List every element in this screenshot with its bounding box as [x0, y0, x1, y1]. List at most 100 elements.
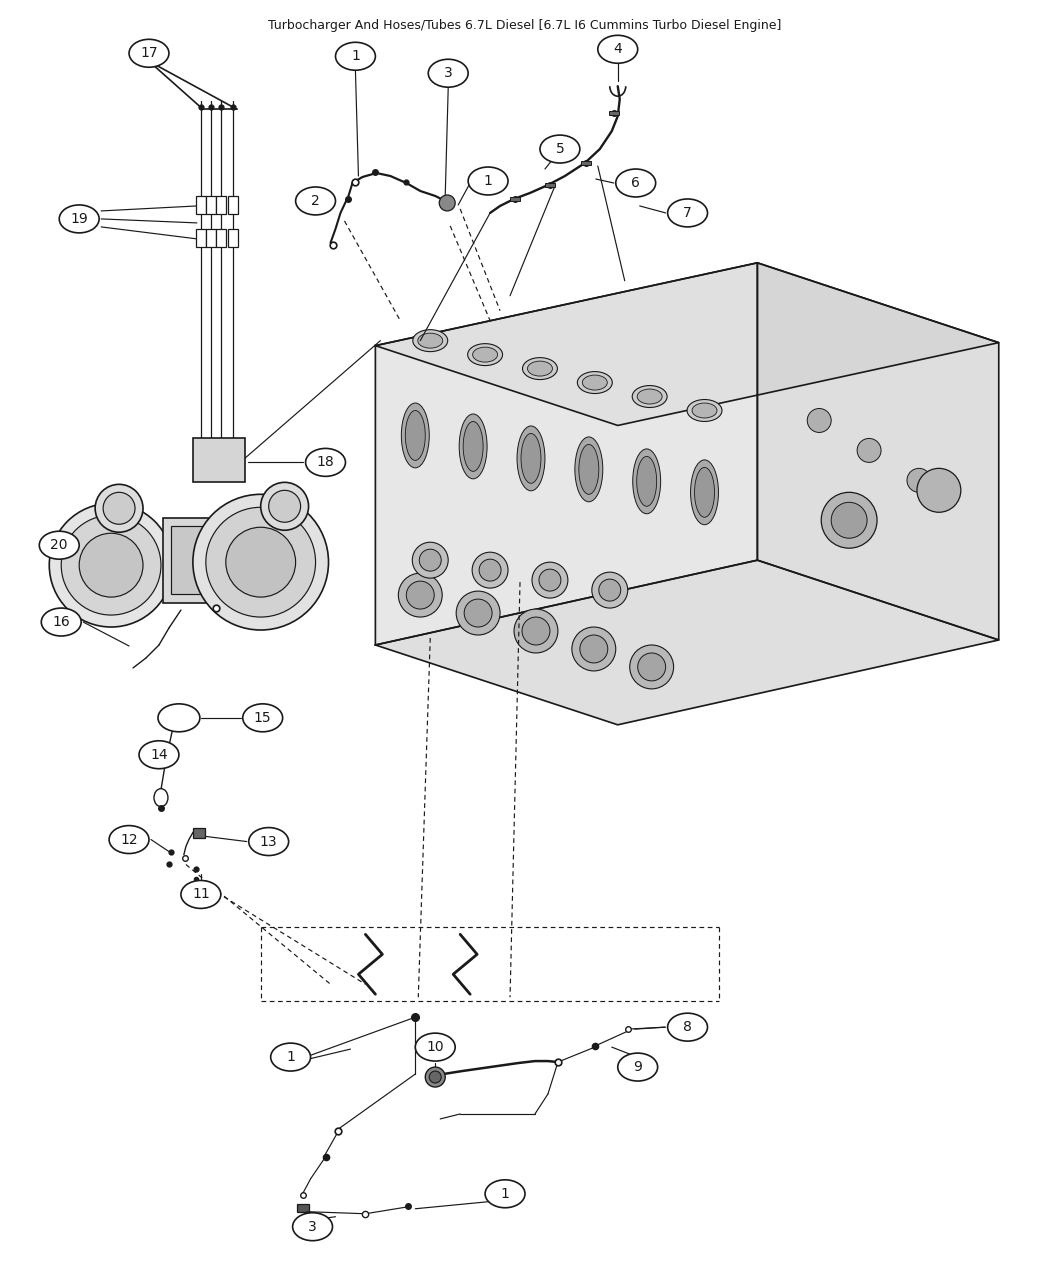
Circle shape: [514, 609, 558, 653]
Ellipse shape: [243, 704, 282, 732]
Ellipse shape: [39, 532, 79, 560]
Ellipse shape: [583, 375, 607, 390]
Circle shape: [479, 560, 501, 581]
Bar: [228, 196, 237, 214]
Text: 4: 4: [613, 42, 623, 56]
Ellipse shape: [41, 608, 81, 636]
Ellipse shape: [636, 456, 656, 506]
Text: 6: 6: [631, 176, 640, 190]
Bar: [206, 196, 216, 214]
Text: 2: 2: [311, 194, 320, 208]
Ellipse shape: [129, 40, 169, 68]
Circle shape: [413, 542, 448, 578]
Circle shape: [637, 653, 666, 681]
Circle shape: [464, 599, 492, 627]
Text: 14: 14: [150, 747, 168, 761]
Circle shape: [419, 550, 441, 571]
Text: 1: 1: [351, 50, 360, 64]
Ellipse shape: [485, 1179, 525, 1207]
Text: 3: 3: [309, 1220, 317, 1234]
Bar: [545, 184, 554, 187]
Text: 17: 17: [141, 46, 158, 60]
Circle shape: [592, 572, 628, 608]
Polygon shape: [376, 263, 999, 426]
Text: 13: 13: [259, 835, 277, 849]
Ellipse shape: [459, 414, 487, 479]
Ellipse shape: [336, 42, 376, 70]
Ellipse shape: [517, 426, 545, 491]
Ellipse shape: [615, 170, 655, 196]
Polygon shape: [757, 263, 999, 640]
Ellipse shape: [467, 344, 503, 366]
Ellipse shape: [463, 422, 483, 472]
Ellipse shape: [401, 403, 429, 468]
Polygon shape: [376, 263, 757, 645]
Circle shape: [539, 569, 561, 592]
Text: 9: 9: [633, 1060, 643, 1074]
Ellipse shape: [692, 403, 717, 418]
Bar: [216, 196, 226, 214]
Bar: [171, 527, 249, 594]
Bar: [163, 518, 257, 603]
Ellipse shape: [109, 826, 149, 853]
Bar: [196, 230, 206, 247]
Circle shape: [532, 562, 568, 598]
Bar: [609, 111, 618, 115]
Ellipse shape: [59, 205, 99, 233]
Circle shape: [917, 468, 961, 513]
Circle shape: [96, 484, 143, 532]
Ellipse shape: [154, 789, 168, 807]
Ellipse shape: [579, 445, 598, 495]
Text: 3: 3: [444, 66, 453, 80]
Bar: [228, 230, 237, 247]
Ellipse shape: [687, 399, 722, 422]
Bar: [216, 230, 226, 247]
Circle shape: [821, 492, 877, 548]
Circle shape: [630, 645, 674, 688]
Circle shape: [572, 627, 615, 671]
Circle shape: [807, 408, 832, 432]
Text: 15: 15: [254, 711, 272, 724]
Ellipse shape: [691, 460, 718, 525]
Circle shape: [226, 528, 296, 597]
Ellipse shape: [428, 59, 468, 87]
Ellipse shape: [249, 827, 289, 856]
Ellipse shape: [158, 704, 200, 732]
Circle shape: [439, 195, 456, 210]
Ellipse shape: [597, 36, 637, 64]
Circle shape: [406, 581, 435, 609]
Ellipse shape: [296, 187, 336, 215]
Circle shape: [522, 617, 550, 645]
Ellipse shape: [472, 347, 498, 362]
Ellipse shape: [418, 333, 443, 348]
Circle shape: [456, 592, 500, 635]
Circle shape: [472, 552, 508, 588]
Text: 19: 19: [70, 212, 88, 226]
Circle shape: [269, 491, 300, 523]
Text: 5: 5: [555, 142, 564, 156]
Circle shape: [425, 1067, 445, 1088]
Circle shape: [832, 502, 867, 538]
Circle shape: [857, 439, 881, 463]
Circle shape: [61, 515, 161, 615]
Bar: [193, 439, 245, 482]
Ellipse shape: [416, 1033, 456, 1061]
Text: 8: 8: [684, 1020, 692, 1034]
Circle shape: [260, 482, 309, 530]
Ellipse shape: [527, 361, 552, 376]
Circle shape: [49, 504, 173, 627]
Ellipse shape: [694, 468, 714, 518]
Text: 1: 1: [287, 1051, 295, 1065]
Ellipse shape: [181, 881, 220, 908]
Text: Turbocharger And Hoses/Tubes 6.7L Diesel [6.7L I6 Cummins Turbo Diesel Engine]: Turbocharger And Hoses/Tubes 6.7L Diesel…: [269, 19, 781, 32]
Ellipse shape: [578, 371, 612, 394]
Text: 12: 12: [121, 833, 138, 847]
Ellipse shape: [468, 167, 508, 195]
Ellipse shape: [574, 437, 603, 502]
Polygon shape: [376, 560, 999, 724]
Ellipse shape: [271, 1043, 311, 1071]
Bar: [581, 161, 591, 164]
Circle shape: [580, 635, 608, 663]
Circle shape: [398, 574, 442, 617]
Circle shape: [79, 533, 143, 597]
